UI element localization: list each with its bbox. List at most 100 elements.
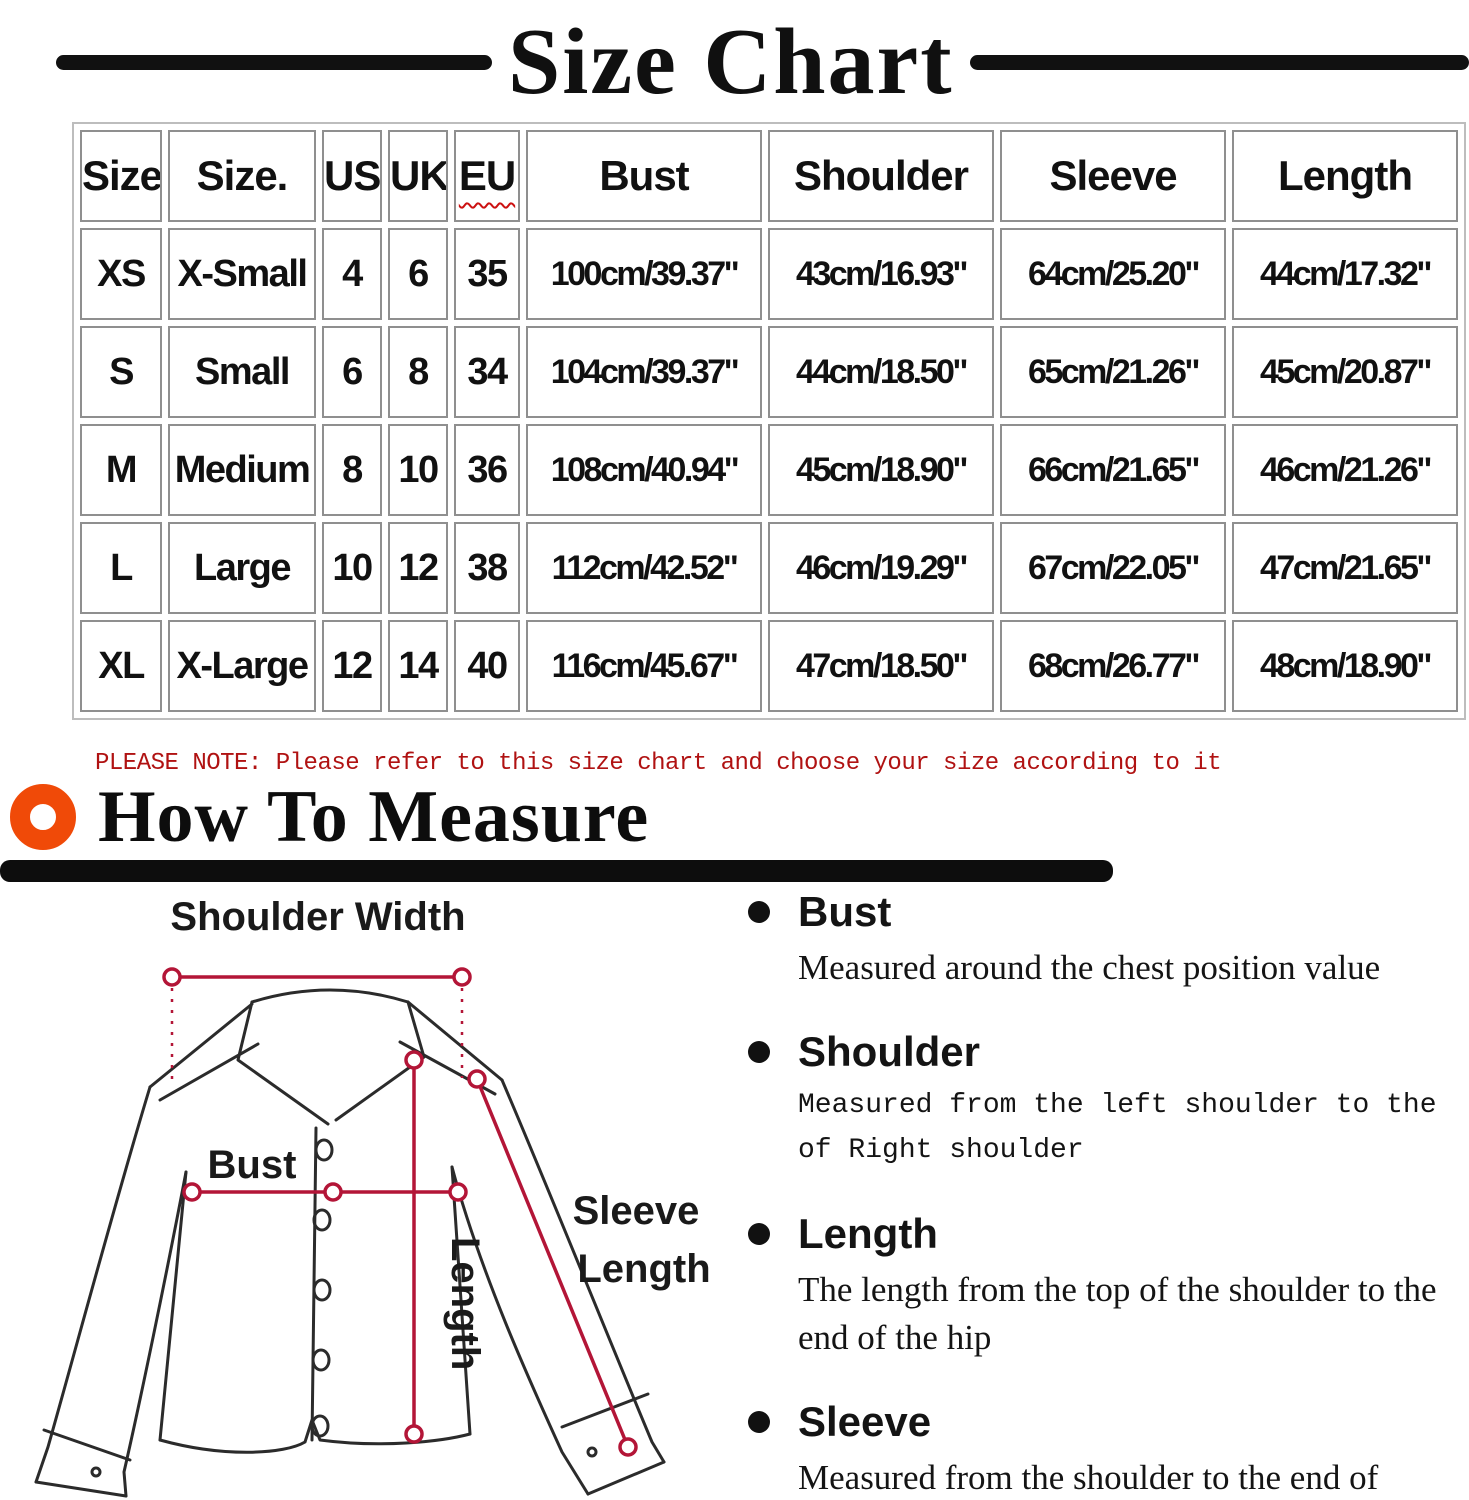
column-header-size: Size <box>80 130 162 222</box>
table-row-l: L Large 10 12 38 112cm/42.52" 46cm/19.29… <box>80 522 1458 614</box>
divider-bar <box>0 860 1113 882</box>
table-row-s: S Small 6 8 34 104cm/39.37" 44cm/18.50" … <box>80 326 1458 418</box>
column-header-eu: EU <box>454 130 520 222</box>
table-cell: X-Large <box>168 620 316 712</box>
table-cell: 43cm/16.93" <box>768 228 994 320</box>
table-cell: 12 <box>388 522 448 614</box>
sleeve-length-label-line2: Length <box>577 1247 710 1291</box>
table-cell: 108cm/40.94" <box>526 424 762 516</box>
measure-item-label: Shoulder <box>798 1028 981 1076</box>
shirt-outline <box>34 988 666 1498</box>
measure-descriptions: Bust Measured around the chest position … <box>748 888 1464 1500</box>
table-cell: 38 <box>454 522 520 614</box>
table-cell: 6 <box>322 326 382 418</box>
table-cell: L <box>80 522 162 614</box>
column-header-uk: UK <box>388 130 448 222</box>
table-cell: 116cm/45.67" <box>526 620 762 712</box>
column-header-length: Length <box>1232 130 1458 222</box>
table-cell: 45cm/18.90" <box>768 424 994 516</box>
column-header-size-full: Size. <box>168 130 316 222</box>
column-header-bust: Bust <box>526 130 762 222</box>
measure-item-description: Measured from the left shoulder to the o… <box>798 1090 1437 1167</box>
table-cell: 100cm/39.37" <box>526 228 762 320</box>
column-header-sleeve: Sleeve <box>1000 130 1226 222</box>
table-cell: 46cm/19.29" <box>768 522 994 614</box>
table-cell: 12 <box>322 620 382 712</box>
shoulder-width-label: Shoulder Width <box>170 895 465 939</box>
measure-item-length: Length The length from the top of the sh… <box>748 1210 1464 1363</box>
table-cell: 40 <box>454 620 520 712</box>
measure-item-head: Sleeve <box>748 1398 1464 1446</box>
bust-label: Bust <box>208 1143 297 1187</box>
measurement-lines <box>162 967 638 1457</box>
measure-item-shoulder: Shoulder Measured from the left shoulder… <box>748 1028 1464 1174</box>
column-header-shoulder: Shoulder <box>768 130 994 222</box>
table-cell: 48cm/18.90" <box>1232 620 1458 712</box>
table-cell: 10 <box>388 424 448 516</box>
sleeve-length-label-line1: Sleeve <box>573 1189 700 1233</box>
column-header-eu-text: EU <box>458 152 516 199</box>
size-table: Size Size. US UK EU Bust Shoulder Sleeve… <box>72 122 1466 720</box>
table-row-m: M Medium 8 10 36 108cm/40.94" 45cm/18.90… <box>80 424 1458 516</box>
table-cell: X-Small <box>168 228 316 320</box>
bullet-dot-icon <box>748 1041 770 1064</box>
table-cell: 14 <box>388 620 448 712</box>
measure-item-label: Sleeve <box>798 1398 932 1446</box>
table-cell: 104cm/39.37" <box>526 326 762 418</box>
table-cell: 67cm/22.05" <box>1000 522 1226 614</box>
how-to-measure-header: How To Measure <box>10 774 649 860</box>
size-chart-header: Size Chart <box>0 6 1469 118</box>
table-cell: 44cm/18.50" <box>768 326 994 418</box>
table-cell: 35 <box>454 228 520 320</box>
table-cell: 47cm/21.65" <box>1232 522 1458 614</box>
title-rule-right <box>969 54 1469 70</box>
measure-item-bust: Bust Measured around the chest position … <box>748 888 1464 992</box>
table-cell: 45cm/20.87" <box>1232 326 1458 418</box>
table-cell: 47cm/18.50" <box>768 620 994 712</box>
table-cell: 112cm/42.52" <box>526 522 762 614</box>
table-cell: 66cm/21.65" <box>1000 424 1226 516</box>
table-cell: 68cm/26.77" <box>1000 620 1226 712</box>
table-cell: 8 <box>388 326 448 418</box>
measure-item-description: The length from the top of the shoulder … <box>798 1269 1437 1358</box>
table-cell: M <box>80 424 162 516</box>
table-cell: 6 <box>388 228 448 320</box>
measure-item-description: Measured from the shoulder to the end of… <box>798 1458 1379 1498</box>
table-cell: 34 <box>454 326 520 418</box>
table-cell: XL <box>80 620 162 712</box>
measure-item-description: Measured around the chest position value <box>798 948 1381 987</box>
bullet-dot-icon <box>748 1222 770 1245</box>
table-cell: Medium <box>168 424 316 516</box>
column-header-us: US <box>322 130 382 222</box>
table-cell: 10 <box>322 522 382 614</box>
how-to-measure-title: How To Measure <box>98 775 650 858</box>
measure-item-label: Length <box>798 1209 938 1257</box>
title-rule-left <box>56 54 492 70</box>
table-cell: Small <box>168 326 316 418</box>
table-row-xl: XL X-Large 12 14 40 116cm/45.67" 47cm/18… <box>80 620 1458 712</box>
table-header-row: Size Size. US UK EU Bust Shoulder Sleeve… <box>80 130 1458 222</box>
table-cell: 46cm/21.26" <box>1232 424 1458 516</box>
measure-item-head: Bust <box>748 888 1464 936</box>
table-cell: S <box>80 326 162 418</box>
table-cell: 64cm/25.20" <box>1000 228 1226 320</box>
bullet-dot-icon <box>748 1411 770 1434</box>
table-cell: 8 <box>322 424 382 516</box>
measure-item-head: Shoulder <box>748 1028 1464 1076</box>
ring-bullet-icon <box>10 784 76 850</box>
table-cell: 36 <box>454 424 520 516</box>
shirt-measure-diagram: Shoulder Width Bust Length Sleeve Length <box>34 895 711 1498</box>
length-label: Length <box>443 1237 487 1370</box>
page-title: Size Chart <box>508 10 954 114</box>
table-cell: Large <box>168 522 316 614</box>
table-cell: 44cm/17.32" <box>1232 228 1458 320</box>
table-cell: XS <box>80 228 162 320</box>
measure-item-head: Length <box>748 1210 1464 1258</box>
measure-item-label: Bust <box>798 888 892 935</box>
bullet-dot-icon <box>748 901 770 923</box>
table-cell: 4 <box>322 228 382 320</box>
size-note: PLEASE NOTE: Please refer to this size c… <box>95 750 1222 777</box>
measure-item-sleeve: Sleeve Measured from the shoulder to the… <box>748 1398 1464 1500</box>
table-row-xs: XS X-Small 4 6 35 100cm/39.37" 43cm/16.9… <box>80 228 1458 320</box>
